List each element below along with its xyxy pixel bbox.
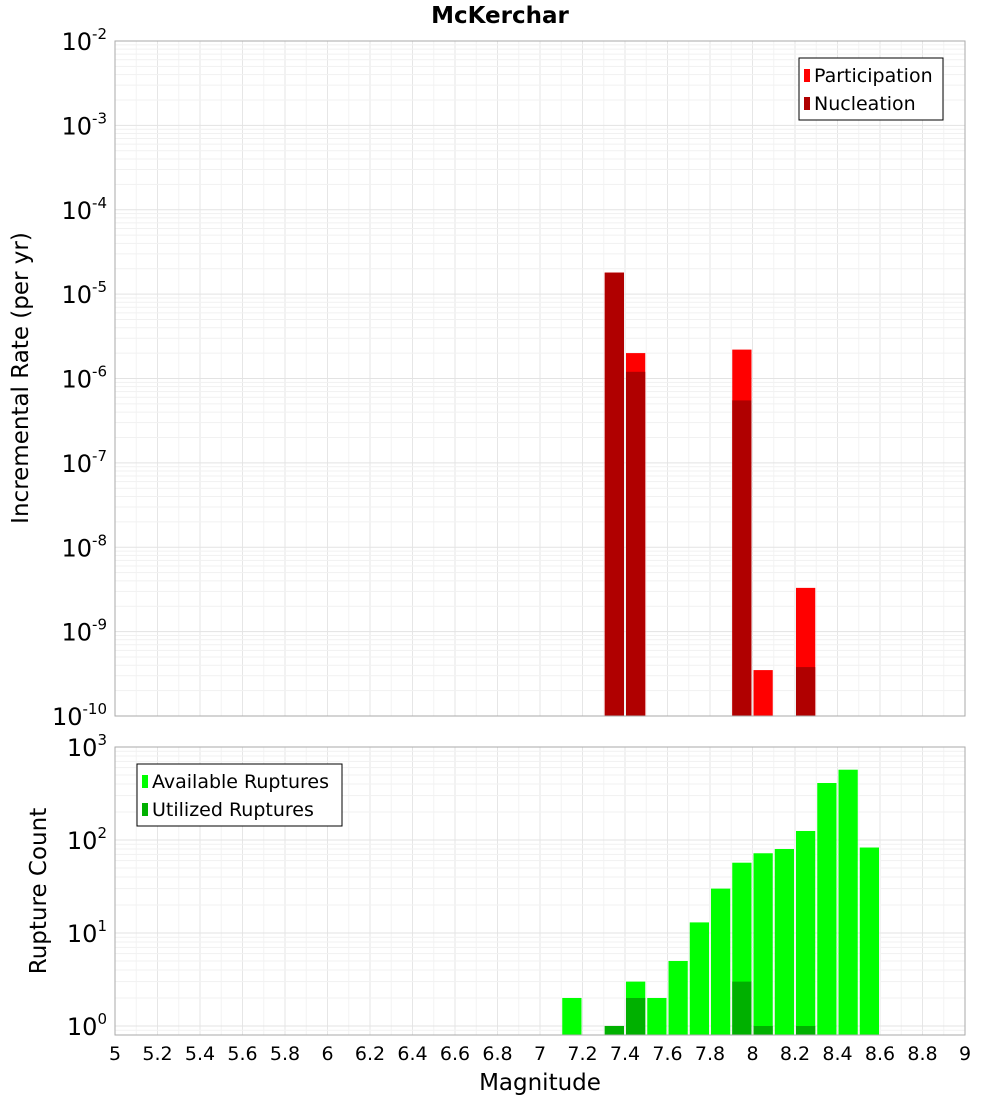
x-tick-label: 5.6: [227, 1043, 257, 1065]
top-legend-swatch: [804, 69, 810, 82]
available-ruptures-bar: [817, 783, 837, 1035]
top-y-tick-label: 10-8: [61, 531, 107, 562]
nucleation-bar: [732, 400, 752, 716]
available-ruptures-bar: [838, 769, 858, 1035]
top-legend-box: [798, 57, 944, 121]
x-tick-label: 5.8: [270, 1043, 300, 1065]
bottom-bars: [562, 769, 879, 1035]
x-tick-label: 7: [534, 1043, 546, 1065]
x-tick-label: 7.4: [610, 1043, 640, 1065]
bottom-legend: Available Ruptures Utilized Ruptures: [136, 763, 343, 827]
bottom-legend-label: Utilized Ruptures: [152, 799, 314, 821]
top-y-axis-label: Incremental Rate (per yr): [8, 232, 34, 524]
x-tick-label: 6.8: [482, 1043, 512, 1065]
x-tick-label: 8: [746, 1043, 758, 1065]
bottom-y-axis-label: Rupture Count: [26, 808, 52, 974]
participation-bar: [753, 670, 773, 716]
utilized-ruptures-bar: [732, 981, 752, 1035]
top-plot-border: [114, 40, 966, 717]
available-ruptures-bar: [859, 847, 879, 1035]
utilized-ruptures-bar: [796, 1025, 816, 1035]
x-tick-label: 9: [959, 1043, 971, 1065]
available-ruptures-bar: [796, 830, 816, 1035]
x-tick-label: 6.6: [440, 1043, 470, 1065]
x-tick-label: 5: [109, 1043, 121, 1065]
x-tick-label: 6.4: [397, 1043, 427, 1065]
bottom-plot-border: [114, 746, 966, 1036]
available-ruptures-bar: [689, 922, 709, 1035]
top-grid: [114, 40, 966, 717]
utilized-ruptures-bar: [604, 1025, 624, 1035]
x-tick-label: 6.2: [355, 1043, 385, 1065]
top-y-tick-label: 10-7: [61, 447, 107, 478]
top-y-tick-label: 10-6: [61, 363, 107, 394]
top-legend-swatch: [804, 97, 810, 110]
x-tick-label: 8.8: [907, 1043, 937, 1065]
top-y-tick-label: 10-4: [61, 194, 107, 225]
nucleation-bar: [626, 371, 646, 716]
chart-title: McKerchar: [431, 3, 569, 29]
top-legend-label: Nucleation: [814, 93, 916, 115]
top-bars: [604, 272, 816, 716]
utilized-ruptures-bar: [626, 997, 646, 1035]
available-ruptures-bar: [753, 853, 773, 1035]
top-y-tick-label: 10-5: [61, 278, 107, 309]
available-ruptures-bar: [562, 997, 582, 1035]
bottom-legend-swatch: [142, 775, 148, 788]
bottom-legend-label: Available Ruptures: [152, 771, 329, 793]
x-tick-label: 8.6: [865, 1043, 895, 1065]
available-ruptures-bar: [647, 997, 667, 1035]
bottom-legend-box: [136, 763, 343, 827]
top-legend: Participation Nucleation: [798, 57, 944, 121]
top-legend-label: Participation: [814, 65, 933, 87]
bottom-y-tick-label: 102: [67, 824, 107, 855]
x-tick-label: 6: [321, 1043, 333, 1065]
available-ruptures-bar: [668, 960, 688, 1035]
x-tick-label: 5.2: [142, 1043, 172, 1065]
top-y-tick-label: 10-3: [61, 109, 107, 140]
x-tick-label: 7.6: [652, 1043, 682, 1065]
top-y-tick-label: 10-9: [61, 616, 107, 647]
bottom-y-tick-label: 100: [67, 1010, 107, 1041]
bottom-y-tick-label: 101: [67, 917, 107, 948]
x-tick-label: 8.4: [822, 1043, 852, 1065]
utilized-ruptures-bar: [753, 1025, 773, 1035]
available-ruptures-bar: [711, 888, 731, 1035]
bottom-legend-swatch: [142, 803, 148, 816]
top-y-tick-label: 10-10: [52, 700, 107, 731]
x-axis-label: Magnitude: [479, 1070, 601, 1096]
nucleation-bar: [604, 272, 624, 716]
bottom-y-tick-label: 103: [67, 731, 107, 762]
top-y-tick-label: 10-2: [61, 25, 107, 56]
x-tick-label: 7.2: [567, 1043, 597, 1065]
x-tick-label: 7.8: [695, 1043, 725, 1065]
available-ruptures-bar: [774, 849, 794, 1035]
nucleation-bar: [796, 667, 816, 716]
x-tick-label: 8.2: [780, 1043, 810, 1065]
x-tick-label: 5.4: [185, 1043, 215, 1065]
